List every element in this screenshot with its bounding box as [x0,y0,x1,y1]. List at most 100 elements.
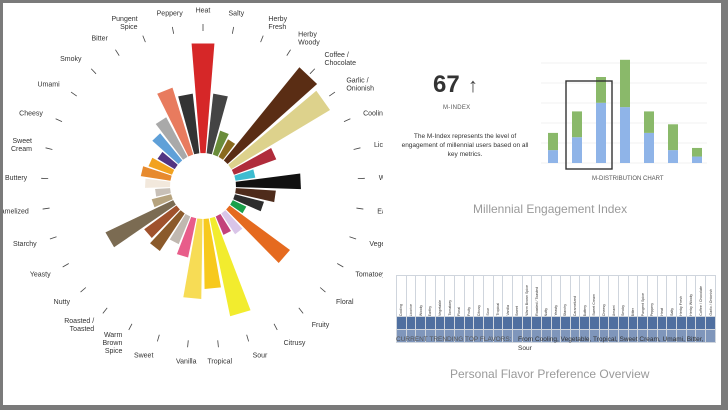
heatmap-cell [589,316,600,330]
heatmap-cell [434,316,446,330]
flavor-label: Tomatoey [355,272,383,279]
flavor-tick [349,236,357,240]
flavor-label: Sour [253,352,268,359]
heatmap-header-cell: Woody [415,275,426,317]
flavor-label: Salty [229,11,245,18]
heatmap-header-text: Cheesy [602,303,607,316]
heatmap-header-text: Tomatoey [447,300,452,316]
heatmap-header-cell: Bitter [627,275,639,317]
flavor-tick [90,68,97,75]
heatmap-cell [608,316,620,330]
flavor-label: Cooling [363,110,383,117]
flavor-label: Coffee / Chocolate [324,52,356,67]
flavor-bar [105,200,176,248]
heatmap-cell [540,316,552,330]
preference-title: Personal Flavor Preference Overview [450,367,650,381]
flavor-tick [286,49,291,56]
flavor-tick [70,91,77,97]
flavor-label: Roasted / Toasted [64,318,94,333]
heatmap-header-cell: Garlic / Onionish [705,275,716,317]
flavor-tick [337,263,344,268]
heatmap-header-text: Herby Woody [689,294,694,316]
heatmap-header-cell: Pungent Spice [637,275,649,317]
flavor-label: Citrusy [284,340,306,347]
m-bar-lower [596,102,606,163]
heatmap-cell [705,329,716,343]
flavor-label: Starchy [13,241,37,248]
heatmap-header-text: Smoky [621,305,626,316]
heatmap-header-text: Umami [611,304,616,316]
flavor-tick [187,340,189,348]
heatmap-header-text: Warm Brown Spice [524,285,529,316]
flavor-tick [298,307,304,314]
heatmap-header-cell: Earthy [424,275,436,317]
flavor-label: Peppery [157,11,184,18]
heatmap-header-text: Woody [418,304,423,316]
heatmap-cell [511,316,523,330]
heatmap-header-text: Starchy [563,303,568,316]
heatmap-header-cell: Caramelized [569,275,581,317]
flavor-tick [142,35,146,43]
heatmap-cell [676,316,687,330]
flavor-bar [152,133,183,165]
flavor-tick [356,207,364,210]
heatmap-header-cell: Warm Brown Spice [521,275,533,317]
heatmap-header-text: Peppery [650,302,655,316]
flavor-bar [223,67,318,165]
flavor-bar [218,139,236,160]
heatmap-cell [705,316,716,330]
flavor-bar [235,188,276,203]
heatmap-header-text: Vanilla [505,305,510,316]
heatmap-header-cell: Floral [453,275,465,317]
flavor-label: Bitter [92,35,109,42]
heatmap-header-text: Floral [457,307,462,316]
heatmap-cell [579,316,591,330]
highlight-box [565,80,613,170]
flavor-bar [183,218,203,299]
m-distribution-caption: M-DISTRIBUTION CHART [592,176,664,182]
flavor-tick [309,68,316,75]
heatmap-header-text: Fruity [466,307,471,316]
heatmap-cell [482,316,494,330]
heatmap-row [396,329,716,343]
flavor-label: Umami [37,81,60,88]
heatmap-row [396,316,716,330]
trending-list: From Cooling, Vegetable, Tropical, Sweet… [518,336,704,352]
flavor-bar [157,151,178,170]
flavor-tick [102,307,108,314]
heatmap-header-text: Buttery [582,304,587,316]
flavor-label: Cheesy [19,110,43,117]
heatmap-header-text: Bitter [631,307,636,316]
flavor-label: Buttery [5,175,28,182]
m-bar-upper [668,124,678,151]
m-index-label: M-INDEX [443,105,471,111]
flavor-label: Sweet Cream [11,138,32,153]
flavor-label: Vanilla [176,359,197,366]
heatmap-header-cell: Smoky [618,275,629,317]
heatmap-header-text: Licorice [408,303,413,316]
flavor-label: Fruity [312,322,330,329]
flavor-label: Warm Brown Spice [103,332,123,355]
heatmap-header-text: Coffee / Chocolate [698,286,703,316]
heatmap-header-text: Nutty [544,307,549,316]
flavor-radial-chart: Heat Salty Herby Fresh Herby Woody Coffee / Cho… [3,8,383,366]
heatmap-header-text: Garlic / Onionish [708,289,713,316]
flavor-tick [171,26,175,34]
flavor-tick [156,334,160,342]
heatmap-header-cell: Licorice [405,275,417,317]
flavor-tick [329,91,336,97]
heatmap-cell [618,316,629,330]
flavor-tick [273,323,278,331]
heatmap-header-text: Roasted / Toasted [534,287,539,316]
heatmap-header-cell: Heat [656,275,668,317]
flavor-bar [144,205,180,239]
heatmap-cell [550,316,562,330]
flavor-bar [221,210,243,235]
heatmap-header-cell: Tropical [492,275,504,317]
engagement-title: Millennial Engagement Index [473,202,628,216]
heatmap-cell [685,316,697,330]
flavor-tick [246,334,250,342]
flavor-tick [80,287,87,293]
heatmap-cell [502,316,513,330]
flavor-label: Vegetable [369,241,383,248]
